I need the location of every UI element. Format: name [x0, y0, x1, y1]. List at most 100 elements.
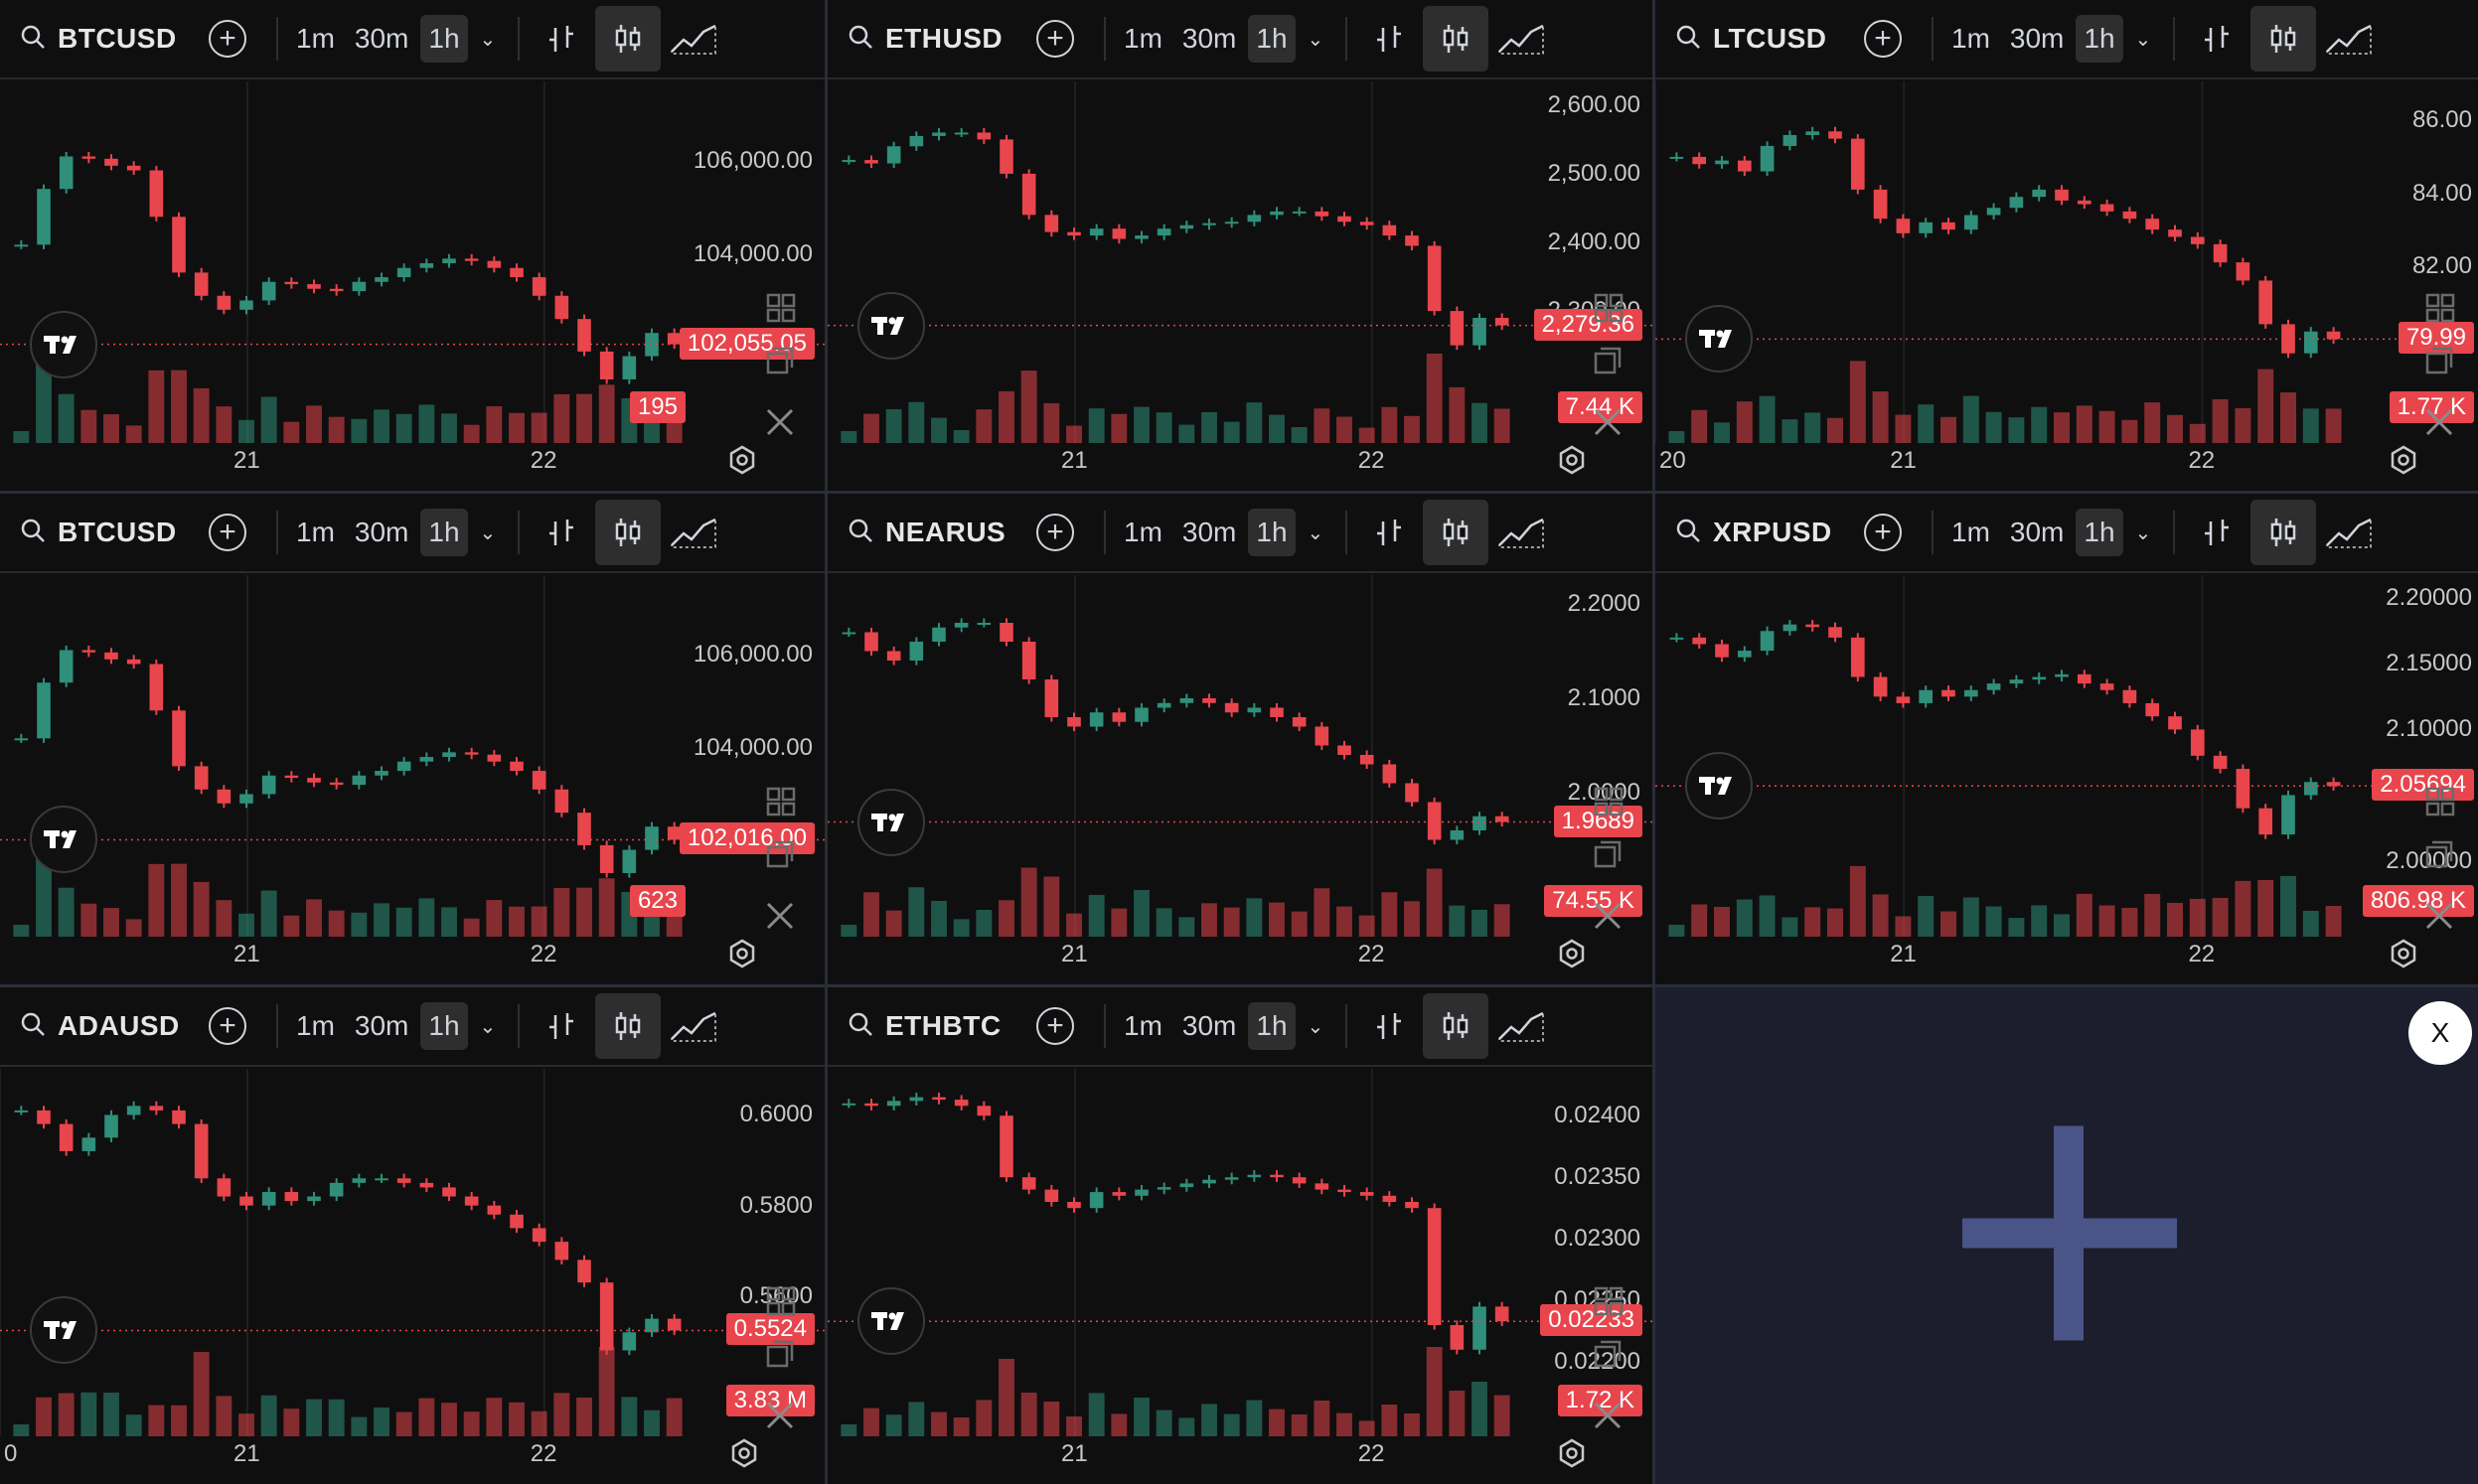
add-chart-plus-icon[interactable]: [1962, 1125, 2177, 1346]
chart-panel[interactable]: BTCUSD +1m 30m 1h ⌄ 106,000.00 104,000.00 21 22 1…: [0, 0, 825, 491]
candlestick-chart[interactable]: [828, 575, 1652, 984]
maximize-icon[interactable]: [1593, 839, 1623, 874]
interval-button-1h[interactable]: 1h: [1248, 509, 1296, 556]
settings-gear-icon[interactable]: [2389, 445, 2418, 480]
maximize-icon[interactable]: [1593, 346, 1623, 380]
symbol-search-button[interactable]: NEARUS: [848, 517, 1036, 548]
candles-chart-type-icon[interactable]: [1423, 500, 1489, 565]
layout-grid-icon[interactable]: [765, 786, 797, 822]
settings-gear-icon[interactable]: [729, 1438, 759, 1473]
bars-chart-type-icon[interactable]: [530, 500, 595, 565]
compare-add-button[interactable]: +: [1036, 20, 1074, 58]
layout-grid-icon[interactable]: [2424, 786, 2456, 822]
interval-button-1m[interactable]: 1m: [1951, 517, 1990, 547]
area-chart-type-icon[interactable]: [661, 993, 726, 1059]
layout-grid-icon[interactable]: [1593, 1285, 1625, 1322]
candles-chart-type-icon[interactable]: [1423, 993, 1489, 1059]
layout-grid-icon[interactable]: [2424, 292, 2456, 329]
bars-chart-type-icon[interactable]: [1357, 500, 1423, 565]
close-chart-icon[interactable]: [765, 1401, 795, 1435]
close-chart-icon[interactable]: [1593, 901, 1623, 936]
area-chart-type-icon[interactable]: [1488, 500, 1554, 565]
interval-dropdown-chevron-icon[interactable]: ⌄: [1307, 521, 1324, 544]
symbol-search-button[interactable]: ETHBTC: [848, 1010, 1036, 1042]
candlestick-chart[interactable]: [1655, 575, 2478, 984]
compare-add-button[interactable]: +: [1864, 514, 1902, 551]
bars-chart-type-icon[interactable]: [1357, 6, 1423, 72]
interval-button-30m[interactable]: 30m: [354, 23, 409, 54]
close-panel-button[interactable]: X: [2408, 1001, 2472, 1065]
settings-gear-icon[interactable]: [1557, 1438, 1587, 1473]
chart-panel[interactable]: BTCUSD +1m 30m 1h ⌄ 106,000.00 104,000.00 21 22 1…: [0, 494, 825, 984]
interval-dropdown-chevron-icon[interactable]: ⌄: [1307, 28, 1324, 51]
chart-panel[interactable]: ETHUSD +1m 30m 1h ⌄ 2,600.00 2,500.00 2,400.00 2…: [828, 0, 1652, 491]
interval-dropdown-chevron-icon[interactable]: ⌄: [2134, 28, 2152, 51]
bars-chart-type-icon[interactable]: [2185, 500, 2250, 565]
symbol-search-button[interactable]: BTCUSD: [20, 517, 209, 548]
interval-button-1h[interactable]: 1h: [420, 15, 468, 63]
settings-gear-icon[interactable]: [2389, 939, 2418, 973]
layout-grid-icon[interactable]: [1593, 292, 1625, 329]
settings-gear-icon[interactable]: [727, 445, 757, 480]
interval-button-1m[interactable]: 1m: [1124, 1010, 1162, 1041]
chart-panel[interactable]: XRPUSD +1m 30m 1h ⌄ 2.20000 2.15000 2.10000 2.00…: [1655, 494, 2478, 984]
tradingview-logo-icon[interactable]: [30, 806, 97, 874]
interval-dropdown-chevron-icon[interactable]: ⌄: [1307, 1015, 1324, 1038]
interval-dropdown-chevron-icon[interactable]: ⌄: [479, 1015, 497, 1038]
candlestick-chart[interactable]: [1655, 81, 2478, 491]
interval-button-1m[interactable]: 1m: [1951, 23, 1990, 54]
interval-button-30m[interactable]: 30m: [354, 517, 409, 547]
candles-chart-type-icon[interactable]: [595, 500, 662, 565]
symbol-search-button[interactable]: LTCUSD: [1675, 23, 1864, 55]
chart-panel[interactable]: ETHBTC +1m 30m 1h ⌄ 0.02400 0.02350 0.02300 0.02…: [828, 987, 1652, 1484]
close-chart-icon[interactable]: [2424, 407, 2454, 442]
interval-button-30m[interactable]: 30m: [1181, 1010, 1237, 1041]
candlestick-chart[interactable]: [828, 81, 1652, 491]
interval-button-1m[interactable]: 1m: [296, 1010, 335, 1041]
settings-gear-icon[interactable]: [1557, 939, 1587, 973]
maximize-icon[interactable]: [765, 346, 795, 380]
bars-chart-type-icon[interactable]: [1357, 993, 1423, 1059]
interval-button-1m[interactable]: 1m: [296, 517, 335, 547]
candles-chart-type-icon[interactable]: [595, 993, 662, 1059]
interval-dropdown-chevron-icon[interactable]: ⌄: [479, 521, 497, 544]
close-chart-icon[interactable]: [1593, 407, 1623, 442]
interval-button-30m[interactable]: 30m: [354, 1010, 409, 1041]
candles-chart-type-icon[interactable]: [2250, 500, 2317, 565]
area-chart-type-icon[interactable]: [1488, 6, 1554, 72]
symbol-search-button[interactable]: BTCUSD: [20, 23, 209, 55]
tradingview-logo-icon[interactable]: [857, 291, 925, 360]
layout-grid-icon[interactable]: [1593, 786, 1625, 822]
interval-dropdown-chevron-icon[interactable]: ⌄: [479, 28, 497, 51]
compare-add-button[interactable]: +: [1036, 514, 1074, 551]
interval-button-1m[interactable]: 1m: [1124, 517, 1162, 547]
bars-chart-type-icon[interactable]: [2185, 6, 2250, 72]
interval-button-30m[interactable]: 30m: [2009, 517, 2065, 547]
interval-button-1h[interactable]: 1h: [420, 509, 468, 556]
maximize-icon[interactable]: [2424, 839, 2454, 874]
compare-add-button[interactable]: +: [209, 20, 246, 58]
interval-button-1h[interactable]: 1h: [2076, 509, 2123, 556]
symbol-search-button[interactable]: ETHUSD: [848, 23, 1036, 55]
maximize-icon[interactable]: [765, 839, 795, 874]
close-chart-icon[interactable]: [2424, 901, 2454, 936]
candlestick-chart[interactable]: [828, 1069, 1652, 1484]
tradingview-logo-icon[interactable]: [857, 788, 925, 856]
candlestick-chart[interactable]: [0, 81, 825, 491]
compare-add-button[interactable]: +: [1864, 20, 1902, 58]
interval-button-1m[interactable]: 1m: [1124, 23, 1162, 54]
interval-button-1h[interactable]: 1h: [1248, 15, 1296, 63]
close-chart-icon[interactable]: [1593, 1401, 1623, 1435]
interval-dropdown-chevron-icon[interactable]: ⌄: [2134, 521, 2152, 544]
area-chart-type-icon[interactable]: [661, 6, 726, 72]
compare-add-button[interactable]: +: [209, 514, 246, 551]
candlestick-chart[interactable]: [0, 575, 825, 984]
tradingview-logo-icon[interactable]: [30, 1296, 97, 1365]
maximize-icon[interactable]: [1593, 1339, 1623, 1374]
compare-add-button[interactable]: +: [1036, 1007, 1074, 1045]
close-chart-icon[interactable]: [765, 407, 795, 442]
symbol-search-button[interactable]: ADAUSD: [20, 1010, 209, 1042]
area-chart-type-icon[interactable]: [2316, 6, 2382, 72]
interval-button-30m[interactable]: 30m: [1181, 23, 1237, 54]
symbol-search-button[interactable]: XRPUSD: [1675, 517, 1864, 548]
